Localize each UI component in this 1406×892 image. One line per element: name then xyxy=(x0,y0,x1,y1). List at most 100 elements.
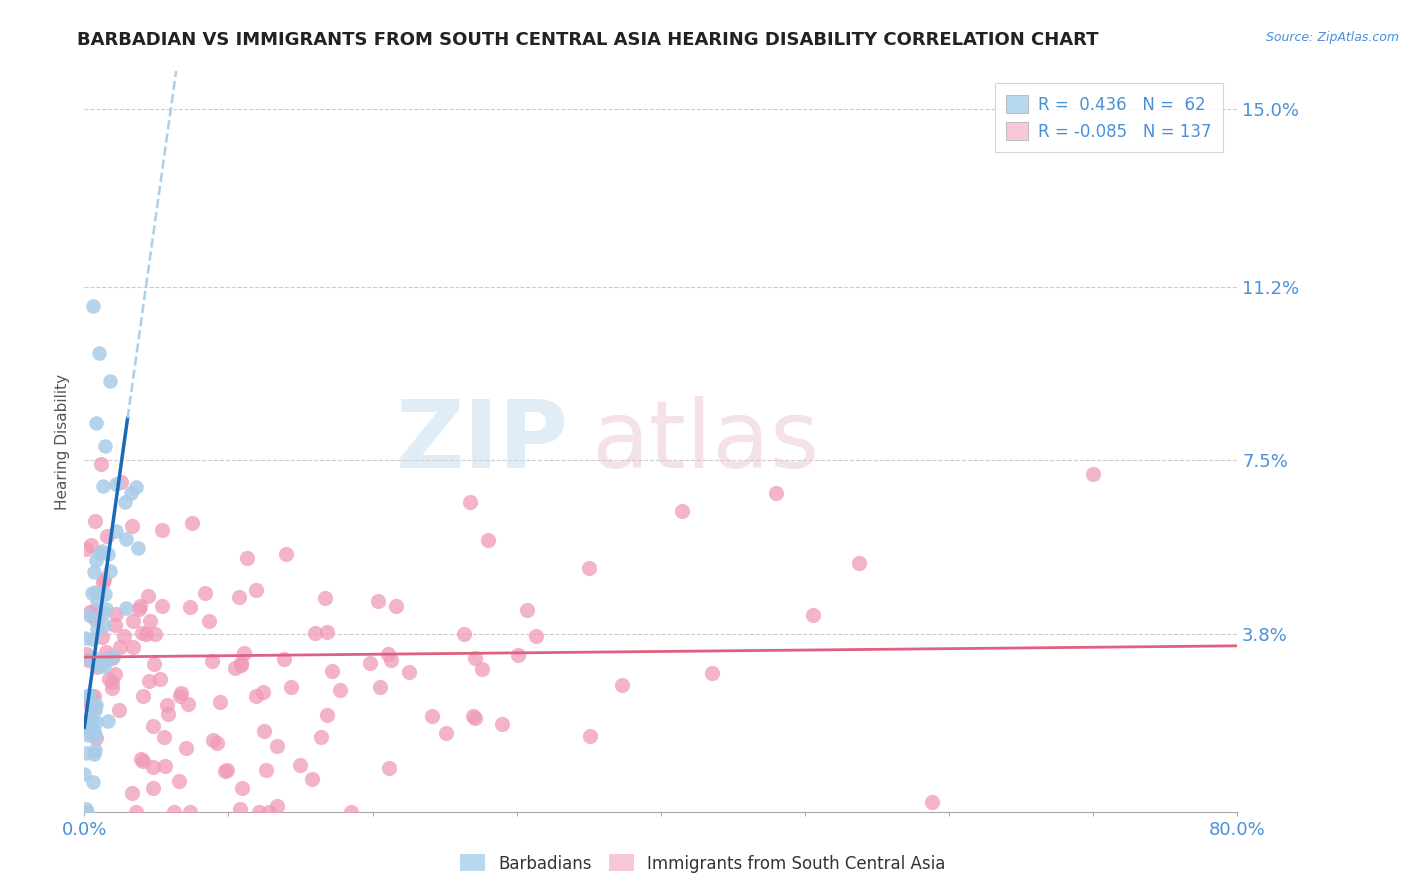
Point xyxy=(378,760,401,774)
Point xyxy=(142,719,165,733)
Point xyxy=(82,775,104,789)
Point xyxy=(86,622,108,636)
Legend: R =  0.436   N =  62, R = -0.085   N = 137: R = 0.436 N = 62, R = -0.085 N = 137 xyxy=(994,83,1223,153)
Point xyxy=(149,672,172,686)
Point xyxy=(801,608,824,623)
Point xyxy=(79,689,101,703)
Point xyxy=(127,541,149,556)
Point xyxy=(848,556,870,570)
Point xyxy=(458,495,481,509)
Point xyxy=(229,803,252,817)
Point xyxy=(86,593,108,607)
Point xyxy=(229,658,252,673)
Point xyxy=(73,631,96,645)
Point xyxy=(153,731,176,745)
Point xyxy=(128,601,150,615)
Point xyxy=(247,805,270,819)
Point xyxy=(93,606,115,620)
Point xyxy=(125,480,148,494)
Point xyxy=(201,732,224,747)
Point xyxy=(77,653,100,667)
Point xyxy=(94,645,117,659)
Point xyxy=(179,805,201,819)
Point xyxy=(90,457,112,471)
Point xyxy=(288,757,311,772)
Point xyxy=(101,650,124,665)
Point xyxy=(83,700,105,714)
Point xyxy=(380,653,402,667)
Point xyxy=(97,714,120,729)
Point xyxy=(464,651,486,665)
Point xyxy=(75,746,97,760)
Point xyxy=(84,731,107,745)
Point xyxy=(314,591,336,605)
Point xyxy=(139,615,162,629)
Point xyxy=(87,658,110,673)
Point xyxy=(245,583,267,598)
Point xyxy=(155,698,177,713)
Point xyxy=(163,805,186,819)
Point xyxy=(84,715,107,730)
Point xyxy=(276,547,298,561)
Point xyxy=(177,697,200,711)
Point xyxy=(136,589,159,603)
Point xyxy=(83,566,105,580)
Point xyxy=(125,805,148,819)
Point xyxy=(77,698,100,712)
Point xyxy=(233,647,256,661)
Point xyxy=(194,586,217,600)
Point xyxy=(86,698,108,712)
Point xyxy=(377,647,399,661)
Point xyxy=(98,374,121,388)
Point xyxy=(143,657,166,671)
Point xyxy=(145,627,167,641)
Point xyxy=(167,773,190,788)
Point xyxy=(80,699,103,714)
Point xyxy=(87,611,110,625)
Point xyxy=(201,654,224,668)
Point xyxy=(82,632,104,646)
Point xyxy=(1083,467,1105,482)
Point xyxy=(79,714,101,728)
Point xyxy=(610,677,633,691)
Point xyxy=(329,683,352,698)
Point xyxy=(434,726,457,740)
Point xyxy=(150,599,173,613)
Point xyxy=(765,486,787,500)
Point xyxy=(83,724,105,739)
Point xyxy=(228,590,250,604)
Point xyxy=(80,653,103,667)
Point xyxy=(367,594,389,608)
Point xyxy=(174,741,197,756)
Point xyxy=(491,717,513,731)
Point xyxy=(253,724,276,739)
Point xyxy=(98,672,121,686)
Point xyxy=(135,627,157,641)
Point xyxy=(921,795,943,809)
Point xyxy=(105,476,128,491)
Point xyxy=(121,786,143,800)
Point xyxy=(461,709,484,723)
Point xyxy=(309,730,332,744)
Point xyxy=(156,706,179,721)
Point xyxy=(82,299,104,313)
Point xyxy=(229,656,252,670)
Point xyxy=(84,416,107,430)
Point xyxy=(75,805,97,819)
Point xyxy=(89,546,111,560)
Point xyxy=(316,625,339,640)
Point xyxy=(321,664,343,678)
Point xyxy=(83,727,105,741)
Text: BARBADIAN VS IMMIGRANTS FROM SOUTH CENTRAL ASIA HEARING DISABILITY CORRELATION C: BARBADIAN VS IMMIGRANTS FROM SOUTH CENTR… xyxy=(77,31,1099,49)
Point xyxy=(132,754,155,768)
Point xyxy=(129,752,152,766)
Point xyxy=(97,547,120,561)
Point xyxy=(122,614,145,628)
Point xyxy=(83,612,105,626)
Point xyxy=(508,648,530,663)
Point xyxy=(280,681,302,695)
Point xyxy=(84,514,107,528)
Point xyxy=(236,550,259,565)
Point xyxy=(90,543,112,558)
Point xyxy=(215,763,238,777)
